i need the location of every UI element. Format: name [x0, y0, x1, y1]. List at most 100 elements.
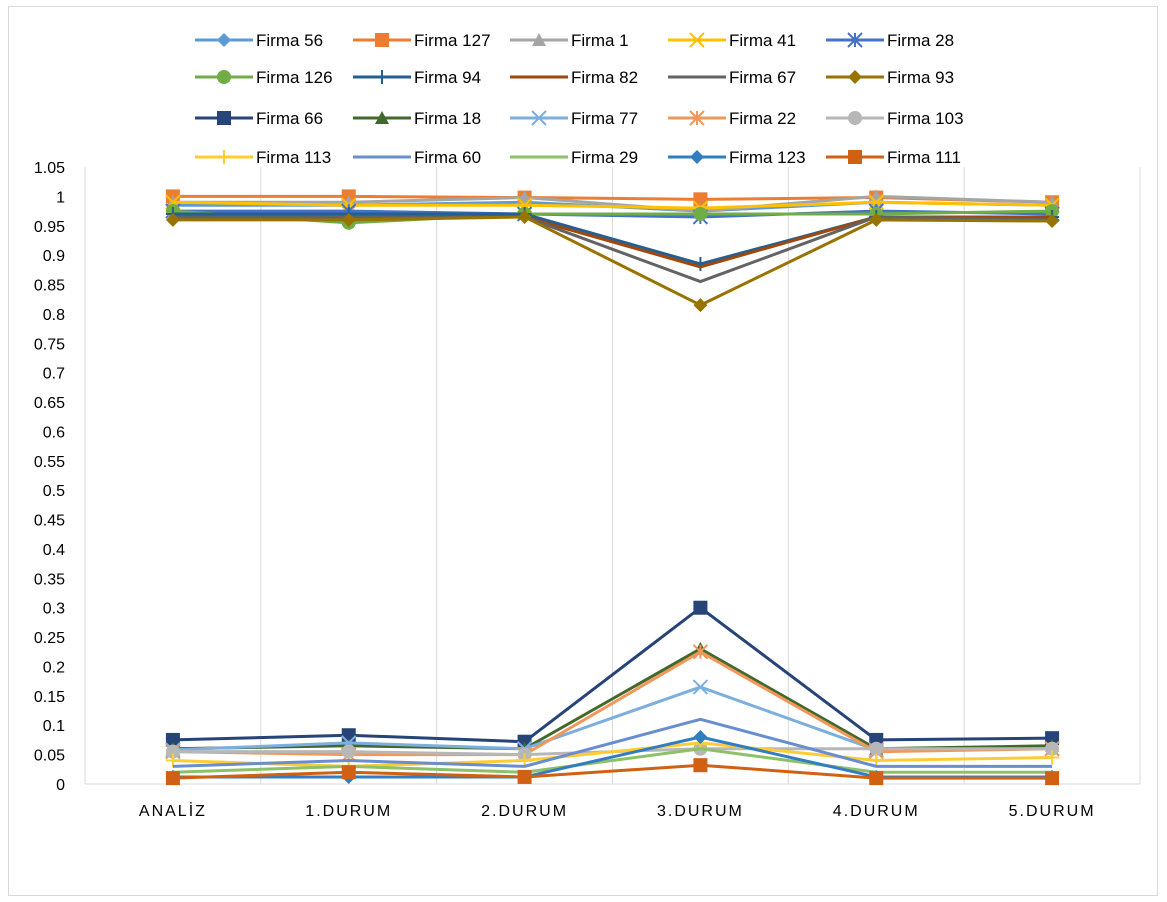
legend-item: Firma 28: [826, 31, 954, 50]
data-point: [1045, 771, 1060, 786]
data-point: [1045, 750, 1060, 765]
legend-marker: [847, 32, 863, 48]
series-line: [172, 747, 1053, 774]
legend-marker: [690, 150, 704, 164]
legend: Firma 56 Firma 127 Firma 1 Firma 41 Firma 28…: [195, 31, 964, 167]
data-point: [517, 769, 532, 784]
legend-item: Firma 77: [510, 109, 638, 128]
y-tick-label: 1.05: [34, 160, 65, 177]
data-point: [165, 744, 180, 759]
legend-label: Firma 56: [256, 31, 323, 50]
legend-marker: [848, 111, 862, 125]
legend-marker: [848, 150, 862, 164]
legend-item: Firma 60: [353, 148, 481, 167]
series-line: [172, 194, 1053, 213]
series-lines: [165, 189, 1060, 786]
legend-label: Firma 1: [571, 31, 629, 50]
y-tick-label: 0.55: [34, 454, 65, 471]
series-line: [172, 215, 1053, 284]
data-point: [693, 729, 708, 744]
legend-label: Firma 127: [414, 31, 491, 50]
legend-item: Firma 127: [353, 31, 491, 50]
x-tick-label: 2.DURUM: [481, 803, 568, 820]
legend-label: Firma 29: [571, 148, 638, 167]
data-point: [341, 212, 356, 227]
y-tick-label: 0.3: [43, 601, 65, 618]
legend-item: Firma 41: [668, 31, 796, 50]
legend-item: Firma 22: [668, 109, 796, 128]
data-point: [341, 765, 356, 780]
data-point: [693, 207, 708, 222]
y-tick-label: 0.6: [43, 424, 65, 441]
data-point: [1045, 741, 1060, 756]
legend-label: Firma 82: [571, 68, 638, 87]
gridlines: [84, 167, 1141, 784]
x-tick-label: 1.DURUM: [305, 803, 392, 820]
data-point: [341, 744, 356, 759]
y-tick-label: 0.75: [34, 336, 65, 353]
legend-item: Firma 126: [195, 68, 333, 87]
legend-label: Firma 103: [887, 109, 964, 128]
legend-label: Firma 93: [887, 68, 954, 87]
legend-marker: [848, 70, 862, 84]
y-tick-label: 0.05: [34, 748, 65, 765]
data-point: [165, 771, 180, 786]
series-firma-29: [172, 747, 1053, 774]
data-point: [1045, 731, 1060, 746]
legend-label: Firma 67: [729, 68, 796, 87]
legend-item: Firma 1: [510, 31, 629, 50]
y-tick-label: 0.2: [43, 659, 65, 676]
legend-item: Firma 123: [668, 148, 806, 167]
legend-item: Firma 93: [826, 68, 954, 87]
legend-item: Firma 111: [826, 148, 961, 167]
legend-item: Firma 29: [510, 148, 638, 167]
series-line: [172, 741, 1053, 768]
y-tick-label: 0.4: [43, 542, 65, 559]
y-tick-label: 1: [56, 189, 65, 206]
data-point: [693, 600, 708, 615]
x-tick-label: 4.DURUM: [833, 803, 920, 820]
data-point: [165, 212, 180, 227]
data-point: [693, 758, 708, 773]
legend-marker: [689, 110, 705, 126]
series-firma-67: [172, 215, 1053, 284]
y-tick-label: 0.45: [34, 513, 65, 530]
legend-marker: [217, 33, 231, 47]
legend-label: Firma 126: [256, 68, 333, 87]
y-tick-label: 0.7: [43, 366, 65, 383]
data-point: [1045, 214, 1060, 229]
legend-marker: [375, 70, 389, 84]
y-tick-label: 0.25: [34, 630, 65, 647]
legend-label: Firma 77: [571, 109, 638, 128]
legend-label: Firma 123: [729, 148, 806, 167]
legend-item: Firma 103: [826, 109, 964, 128]
legend-item: Firma 18: [353, 109, 481, 128]
y-tick-label: 0.1: [43, 718, 65, 735]
series-line: [172, 215, 1053, 307]
legend-label: Firma 111: [887, 148, 961, 167]
legend-marker: [217, 150, 231, 164]
legend-label: Firma 22: [729, 109, 796, 128]
x-tick-label: 3.DURUM: [657, 803, 744, 820]
data-point: [517, 209, 532, 224]
y-tick-label: 0.35: [34, 571, 65, 588]
legend-marker: [375, 111, 389, 124]
legend-label: Firma 28: [887, 31, 954, 50]
data-point: [869, 741, 884, 756]
legend-marker: [217, 70, 231, 84]
series-firma-111: [165, 758, 1060, 786]
series-line: [172, 650, 1053, 757]
legend-item: Firma 56: [195, 31, 323, 50]
y-tick-label: 0: [56, 777, 65, 794]
legend-label: Firma 60: [414, 148, 481, 167]
data-point: [165, 732, 180, 747]
series-line: [172, 763, 1053, 780]
legend-label: Firma 94: [414, 68, 481, 87]
legend-item: Firma 66: [195, 109, 323, 128]
data-point: [692, 644, 709, 660]
data-point: [693, 192, 708, 207]
y-tick-label: 0.8: [43, 307, 65, 324]
axes: 0 0.05 0.1 0.15 0.2 0.25 0.3 0.35 0.4 0.45 0.5 0.55…: [34, 160, 1140, 820]
legend-marker: [531, 110, 547, 126]
